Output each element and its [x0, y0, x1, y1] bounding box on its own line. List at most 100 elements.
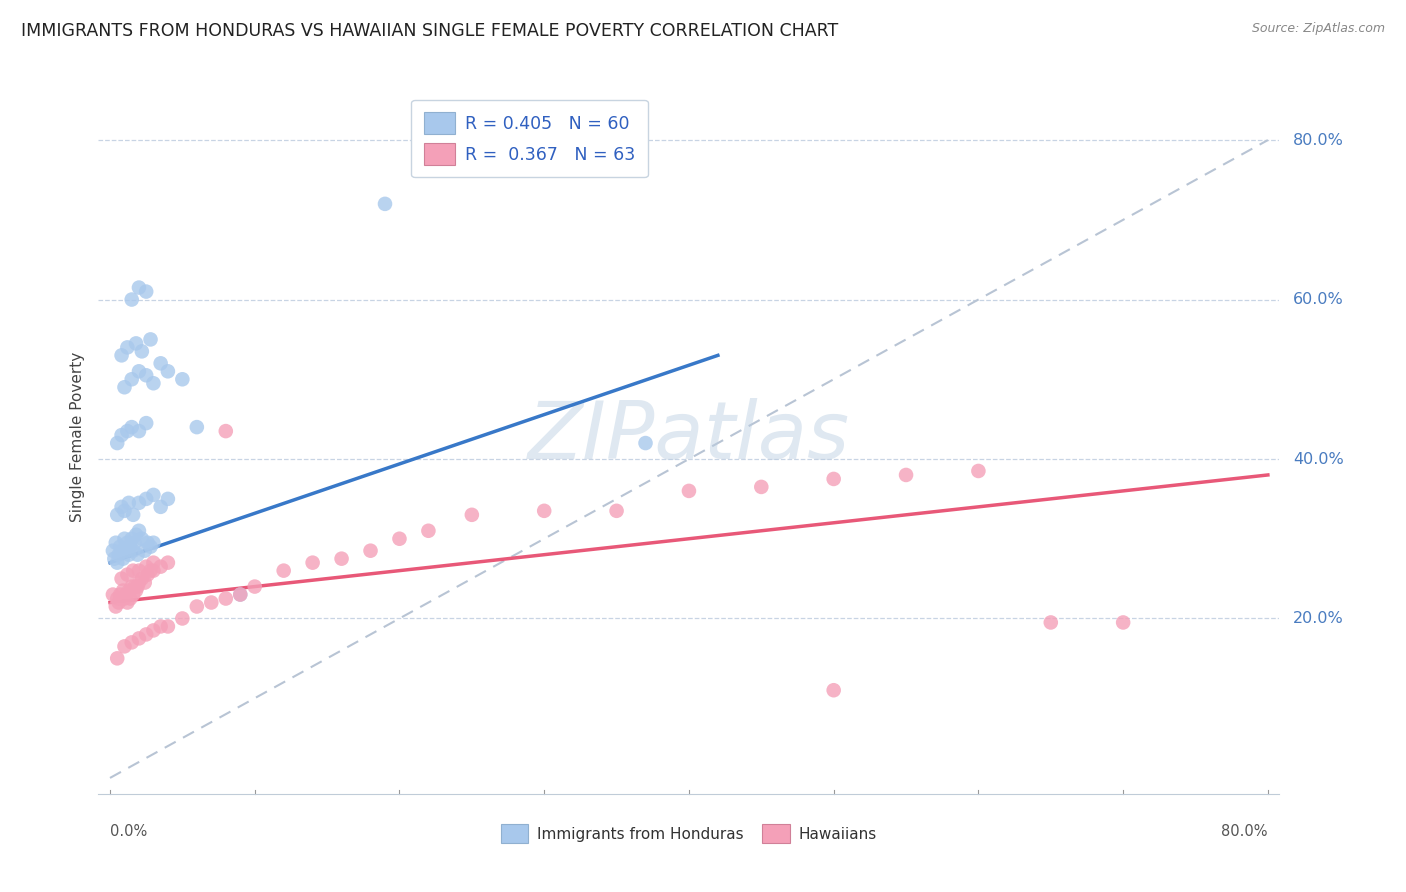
- Point: [215, 591, 238, 606]
- Point: [139, 540, 162, 554]
- Point: [135, 491, 157, 506]
- Point: [121, 372, 143, 386]
- Point: [229, 588, 252, 602]
- Point: [142, 624, 165, 638]
- Point: [1039, 615, 1062, 630]
- Point: [118, 548, 141, 562]
- Point: [128, 564, 150, 578]
- Legend: Immigrants from Honduras, Hawaiians: Immigrants from Honduras, Hawaiians: [489, 813, 889, 854]
- Point: [128, 280, 150, 294]
- Point: [112, 583, 135, 598]
- Point: [374, 197, 396, 211]
- Point: [122, 588, 145, 602]
- Point: [149, 356, 172, 370]
- Point: [127, 548, 149, 562]
- Point: [142, 488, 165, 502]
- Point: [135, 368, 157, 383]
- Point: [104, 535, 127, 549]
- Point: [135, 285, 157, 299]
- Point: [1112, 615, 1135, 630]
- Point: [127, 580, 149, 594]
- Point: [110, 428, 132, 442]
- Point: [128, 496, 150, 510]
- Point: [120, 591, 142, 606]
- Point: [114, 532, 136, 546]
- Point: [142, 376, 165, 391]
- Point: [533, 504, 555, 518]
- Point: [105, 436, 128, 450]
- Point: [105, 591, 128, 606]
- Point: [388, 532, 411, 546]
- Point: [110, 500, 132, 514]
- Point: [128, 575, 150, 590]
- Point: [117, 535, 139, 549]
- Point: [134, 575, 156, 590]
- Point: [606, 504, 628, 518]
- Point: [131, 572, 153, 586]
- Point: [418, 524, 440, 538]
- Point: [186, 599, 208, 614]
- Point: [101, 588, 124, 602]
- Point: [149, 619, 172, 633]
- Point: [149, 559, 172, 574]
- Text: ZIPatlas: ZIPatlas: [527, 398, 851, 476]
- Point: [121, 532, 143, 546]
- Point: [156, 556, 179, 570]
- Point: [105, 556, 128, 570]
- Point: [128, 364, 150, 378]
- Point: [131, 532, 153, 546]
- Point: [149, 500, 172, 514]
- Point: [749, 480, 772, 494]
- Point: [110, 572, 132, 586]
- Point: [135, 627, 157, 641]
- Point: [215, 424, 238, 438]
- Point: [156, 619, 179, 633]
- Point: [823, 472, 845, 486]
- Point: [301, 556, 323, 570]
- Point: [128, 524, 150, 538]
- Point: [135, 416, 157, 430]
- Point: [124, 580, 146, 594]
- Point: [125, 336, 148, 351]
- Point: [156, 491, 179, 506]
- Point: [139, 564, 162, 578]
- Point: [128, 424, 150, 438]
- Point: [273, 564, 295, 578]
- Point: [114, 380, 136, 394]
- Point: [461, 508, 484, 522]
- Point: [156, 364, 179, 378]
- Point: [172, 372, 194, 386]
- Point: [125, 583, 148, 598]
- Point: [118, 496, 141, 510]
- Point: [136, 567, 159, 582]
- Point: [142, 535, 165, 549]
- Point: [101, 543, 124, 558]
- Text: IMMIGRANTS FROM HONDURAS VS HAWAIIAN SINGLE FEMALE POVERTY CORRELATION CHART: IMMIGRANTS FROM HONDURAS VS HAWAIIAN SIN…: [21, 22, 838, 40]
- Text: 20.0%: 20.0%: [1294, 611, 1344, 626]
- Point: [107, 595, 129, 609]
- Point: [125, 527, 148, 541]
- Point: [122, 543, 145, 558]
- Point: [105, 508, 128, 522]
- Point: [229, 588, 252, 602]
- Point: [105, 651, 128, 665]
- Point: [139, 333, 162, 347]
- Point: [135, 559, 157, 574]
- Text: 80.0%: 80.0%: [1222, 824, 1268, 839]
- Point: [110, 591, 132, 606]
- Point: [117, 595, 139, 609]
- Point: [330, 551, 353, 566]
- Point: [186, 420, 208, 434]
- Point: [823, 683, 845, 698]
- Point: [115, 543, 138, 558]
- Text: 80.0%: 80.0%: [1294, 133, 1344, 147]
- Point: [118, 583, 141, 598]
- Point: [117, 567, 139, 582]
- Point: [122, 508, 145, 522]
- Text: Source: ZipAtlas.com: Source: ZipAtlas.com: [1251, 22, 1385, 36]
- Point: [114, 591, 136, 606]
- Point: [200, 595, 222, 609]
- Point: [104, 599, 127, 614]
- Point: [110, 348, 132, 362]
- Point: [142, 564, 165, 578]
